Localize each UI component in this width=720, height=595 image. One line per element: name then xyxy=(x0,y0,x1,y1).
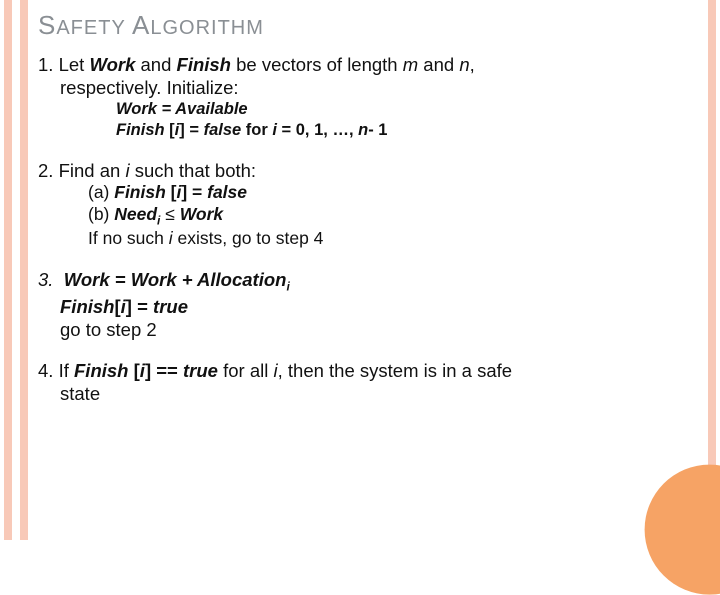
step-3: 3. Work = Work + Allocationi Finish[i] =… xyxy=(38,268,692,341)
corner-circle xyxy=(645,465,720,595)
step-4-text: 4. If Finish [i] == true for all i, then… xyxy=(38,359,692,405)
step-2-sub: (a) Finish [i] = false (b) Needi ≤ Work … xyxy=(38,182,692,250)
step-1-text: 1. Let Work and Finish be vectors of len… xyxy=(38,53,692,99)
slide-title: SAFETY ALGORITHM xyxy=(38,10,692,41)
right-stripe xyxy=(708,0,716,540)
left-stripe-2 xyxy=(20,0,28,540)
body: 1. Let Work and Finish be vectors of len… xyxy=(38,53,692,405)
step-1: 1. Let Work and Finish be vectors of len… xyxy=(38,53,692,141)
step-4: 4. If Finish [i] == true for all i, then… xyxy=(38,359,692,405)
title-text: SAFETY ALGORITHM xyxy=(38,10,264,40)
step-1-init: Work = Available Finish [i] = false for … xyxy=(38,99,692,140)
step-2: 2. Find an i such that both: (a) Finish … xyxy=(38,159,692,250)
left-stripe-1 xyxy=(4,0,12,540)
step-2-text: 2. Find an i such that both: xyxy=(38,159,692,182)
slide-content: SAFETY ALGORITHM 1. Let Work and Finish … xyxy=(38,10,692,423)
